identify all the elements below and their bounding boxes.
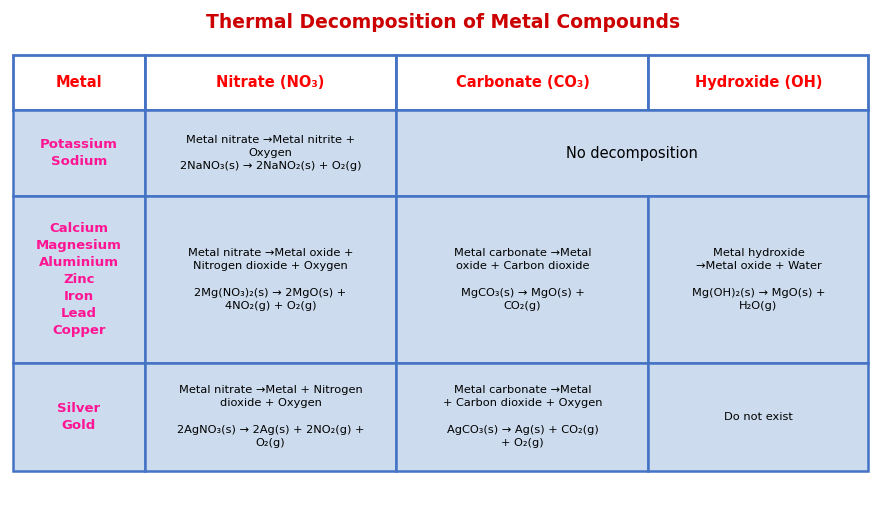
Bar [396,196,648,363]
Bar [648,55,867,110]
Text: Metal nitrate →Metal + Nitrogen
dioxide + Oxygen

2AgNO₃(s) → 2Ag(s) + 2NO₂(g) +: Metal nitrate →Metal + Nitrogen dioxide … [176,385,364,448]
Text: Metal carbonate →Metal
oxide + Carbon dioxide

MgCO₃(s) → MgO(s) +
CO₂(g): Metal carbonate →Metal oxide + Carbon di… [453,248,591,311]
Bar [396,55,648,110]
Text: Metal nitrate →Metal nitrite +
Oxygen
2NaNO₃(s) → 2NaNO₂(s) + O₂(g): Metal nitrate →Metal nitrite + Oxygen 2N… [180,135,361,171]
Bar [13,55,144,110]
Text: Thermal Decomposition of Metal Compounds: Thermal Decomposition of Metal Compounds [206,13,680,32]
Text: No decomposition: No decomposition [566,146,697,161]
Bar [648,196,867,363]
Bar [144,363,396,471]
Text: Silver
Gold: Silver Gold [58,402,100,432]
Text: Carbonate (CO₃): Carbonate (CO₃) [455,75,588,90]
Text: Nitrate (NO₃): Nitrate (NO₃) [216,75,324,90]
Text: Metal: Metal [56,75,102,90]
Bar [13,196,144,363]
Bar [13,363,144,471]
Text: Hydroxide (OH): Hydroxide (OH) [694,75,821,90]
Text: Metal nitrate →Metal oxide +
Nitrogen dioxide + Oxygen

2Mg(NO₃)₂(s) → 2MgO(s) +: Metal nitrate →Metal oxide + Nitrogen di… [188,248,353,311]
Bar [144,196,396,363]
Bar [396,110,867,196]
Text: Metal carbonate →Metal
+ Carbon dioxide + Oxygen

AgCO₃(s) → Ag(s) + CO₂(g)
+ O₂: Metal carbonate →Metal + Carbon dioxide … [442,385,602,448]
Bar [13,110,144,196]
Text: Calcium
Magnesium
Aluminium
Zinc
Iron
Lead
Copper: Calcium Magnesium Aluminium Zinc Iron Le… [36,222,121,337]
Text: Potassium
Sodium: Potassium Sodium [40,138,118,168]
Text: Metal hydroxide
→Metal oxide + Water

Mg(OH)₂(s) → MgO(s) +
H₂O(g): Metal hydroxide →Metal oxide + Water Mg(… [691,248,824,311]
Bar [144,55,396,110]
Bar [144,110,396,196]
Bar [396,363,648,471]
Text: Do not exist: Do not exist [723,412,792,422]
Bar [648,363,867,471]
